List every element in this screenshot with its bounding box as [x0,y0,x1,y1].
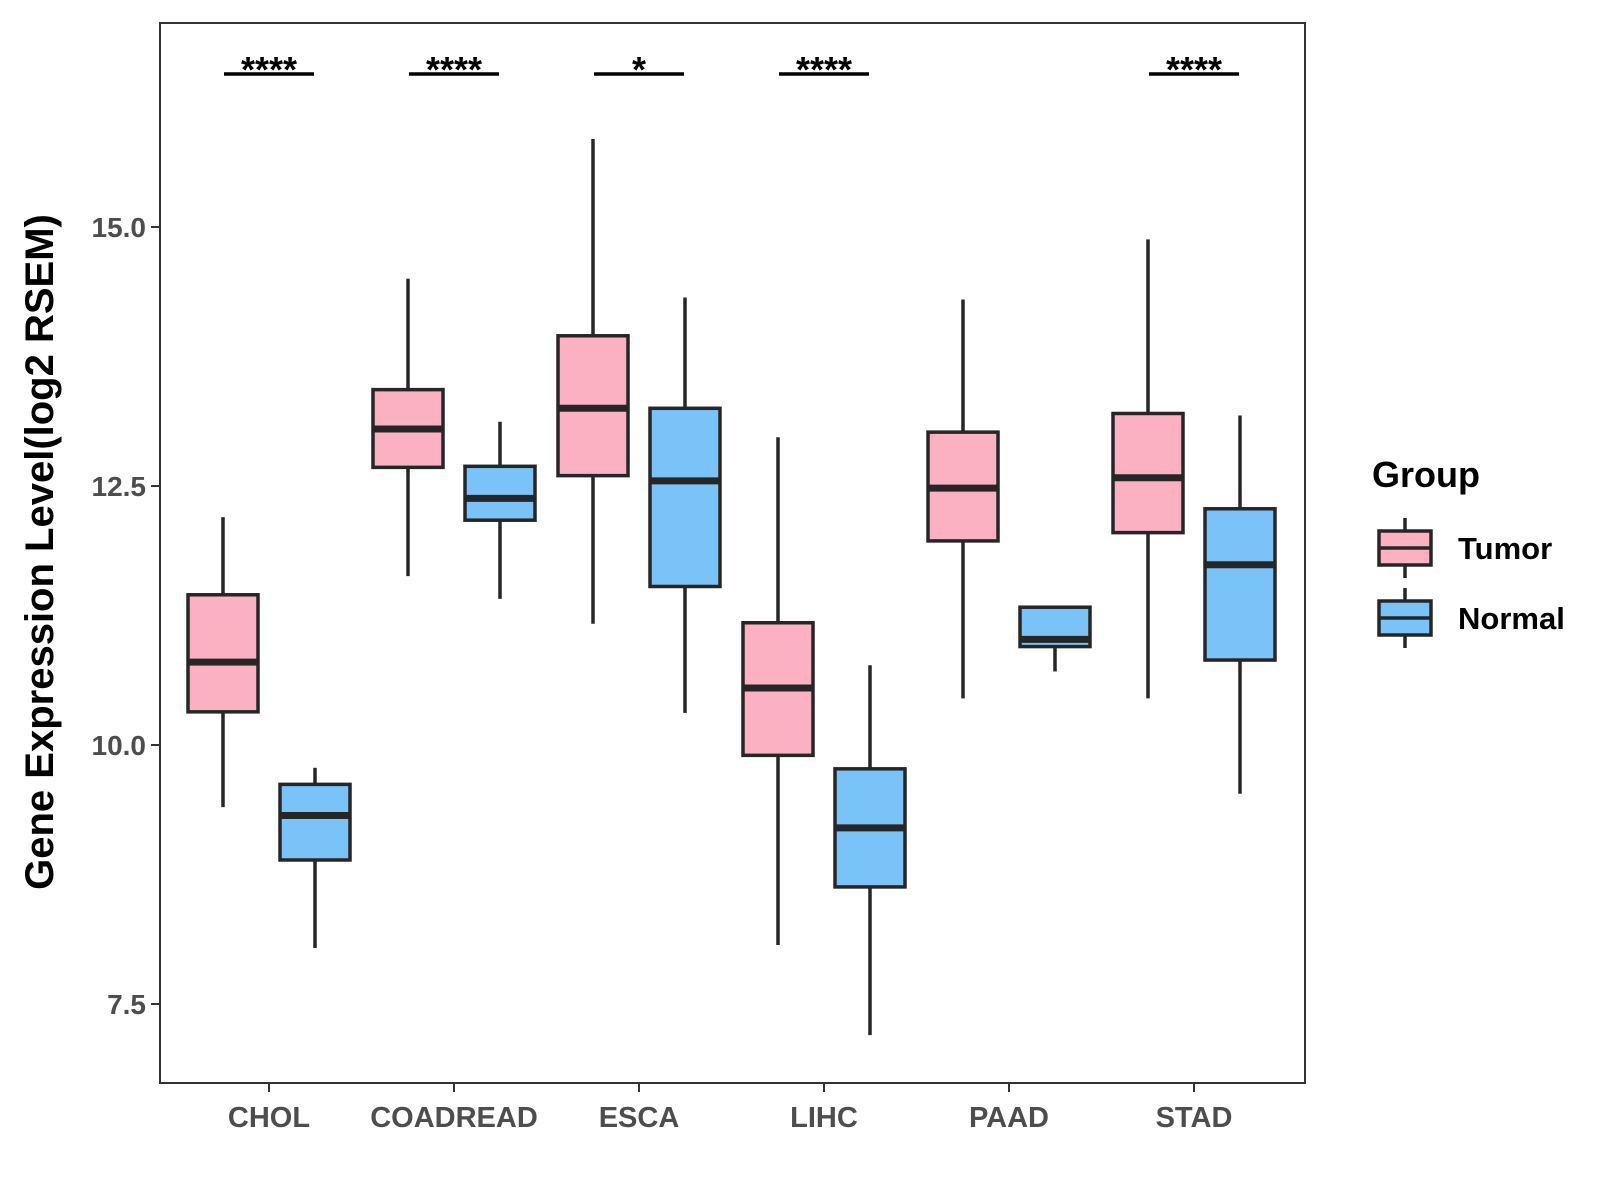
box-body-stad-tumor [1111,411,1185,535]
box-esca-tumor [556,138,630,624]
y-tick-label: 12.5 [92,471,147,502]
y-tick-label: 7.5 [107,989,146,1020]
box-body-esca-normal [648,406,722,589]
legend-item-normal: Normal [1377,588,1565,648]
box-lihc-tumor [741,437,815,945]
plot-panel-border [159,22,1306,1084]
y-axis-title: Gene Expression Level(log2 RSEM) [18,214,62,890]
significance-label-lihc: **** [796,49,852,90]
legend-label-normal: Normal [1458,601,1565,636]
significance-label-esca: * [632,49,646,90]
legend: Group Tumor Normal [1372,454,1565,648]
x-tick-label-stad: STAD [1156,1102,1233,1134]
significance-label-chol: **** [241,49,297,90]
significance-label-stad: **** [1166,49,1222,90]
box-coadread-tumor [371,278,445,577]
box-lihc-normal [833,665,907,1036]
box-coadread-normal [463,421,537,599]
y-tick-label: 15.0 [92,212,147,243]
box-stad-normal [1203,415,1277,794]
significance-annotations: **** **** * **** **** [224,49,1239,90]
legend-item-tumor: Tumor [1377,518,1552,578]
legend-title: Group [1372,454,1480,495]
box-paad-normal [1018,605,1092,672]
significance-label-coadread: **** [426,49,482,90]
axes: 7.5 10.0 12.5 15.0 CHOL COADREAD ESCA LIHC PAAD S… [92,212,1233,1134]
box-esca-normal [648,297,722,713]
x-tick-label-paad: PAAD [969,1102,1049,1134]
y-tick-label: 10.0 [92,730,147,761]
x-tick-label-chol: CHOL [228,1102,310,1134]
legend-label-tumor: Tumor [1458,531,1552,566]
box-paad-tumor [926,299,1000,699]
box-chol-tumor [186,517,260,808]
x-tick-label-coadread: COADREAD [370,1102,538,1134]
x-tick-label-esca: ESCA [599,1102,680,1134]
box-body-stad-normal [1203,507,1277,662]
box-body-coadread-normal [463,464,537,522]
box-chol-normal [278,767,352,949]
box-stad-tumor [1111,239,1185,699]
box-body-chol-tumor [186,593,260,714]
plot-area [186,138,1277,1036]
box-body-chol-normal [278,782,352,862]
x-tick-label-lihc: LIHC [790,1102,858,1134]
